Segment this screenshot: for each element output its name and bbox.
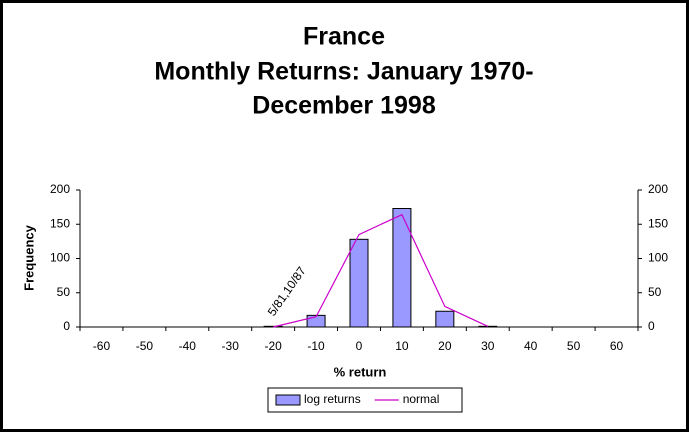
x-tick-label: -50 xyxy=(136,339,154,353)
x-tick-label: 60 xyxy=(610,339,624,353)
legend-label: normal xyxy=(403,392,440,406)
bar xyxy=(435,310,455,328)
y-tick-label: 150 xyxy=(50,216,70,230)
y-tick-label: 50 xyxy=(57,285,71,299)
y-tick-label: 200 xyxy=(50,182,70,196)
x-tick-label: -20 xyxy=(264,339,282,353)
y2-tick-label: 0 xyxy=(648,319,655,333)
bar xyxy=(306,314,326,328)
x-tick-label: -60 xyxy=(93,339,111,353)
legend-swatch xyxy=(275,394,301,406)
chart-title: Monthly Returns: January 1970- xyxy=(154,58,533,86)
y-axis-title: Frequency xyxy=(21,224,36,291)
y2-tick-label: 200 xyxy=(648,182,668,196)
x-tick-label: 10 xyxy=(395,339,409,353)
y-tick-label: 100 xyxy=(50,251,70,265)
x-tick-label: 40 xyxy=(524,339,538,353)
x-tick-label: -30 xyxy=(222,339,240,353)
x-tick-label: -10 xyxy=(307,339,325,353)
y2-tick-label: 100 xyxy=(648,251,668,265)
y2-tick-label: 150 xyxy=(648,216,668,230)
x-axis-title: % return xyxy=(334,364,387,379)
x-tick-label: -40 xyxy=(179,339,197,353)
x-tick-label: 20 xyxy=(438,339,452,353)
bar xyxy=(392,207,412,328)
chart-title: December 1998 xyxy=(252,92,436,120)
x-tick-label: 30 xyxy=(481,339,495,353)
bar xyxy=(349,238,369,328)
x-tick-label: 0 xyxy=(356,339,363,353)
legend-label: log returns xyxy=(304,392,361,406)
background xyxy=(3,3,686,429)
y-tick-label: 0 xyxy=(63,319,70,333)
chart-title: France xyxy=(303,23,385,51)
x-tick-label: 50 xyxy=(567,339,581,353)
bar xyxy=(478,325,498,328)
line xyxy=(273,213,489,328)
y2-tick-label: 50 xyxy=(648,285,662,299)
